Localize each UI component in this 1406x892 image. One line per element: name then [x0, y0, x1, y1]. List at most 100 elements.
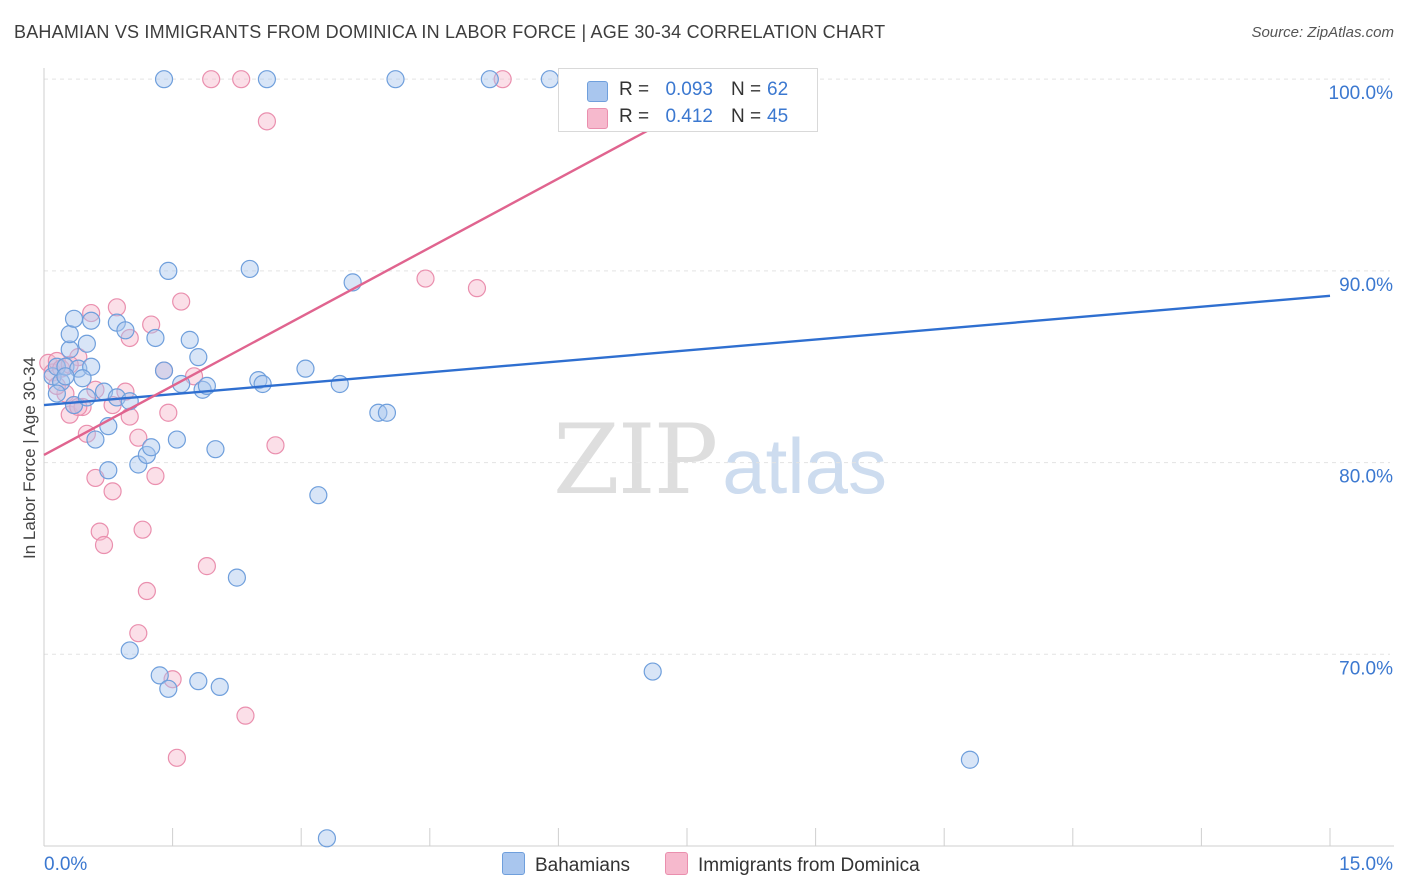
bahamian-point	[116, 321, 135, 340]
legend-item-bahamians[interactable]: Bahamians	[502, 852, 630, 877]
bahamian-point	[253, 374, 272, 394]
bahamian-point	[154, 70, 174, 89]
bahamian-point	[180, 330, 199, 349]
bahamian-point	[120, 641, 139, 660]
dominica-point	[90, 522, 109, 541]
dominica-point	[266, 436, 285, 455]
dominica-point	[416, 269, 435, 288]
bahamian-point	[189, 348, 208, 367]
dominica-trend-line	[43, 76, 748, 456]
bahamian-point	[386, 70, 405, 89]
dominica-point	[82, 303, 101, 323]
dominica-point	[202, 70, 221, 89]
bahamian-points	[43, 70, 980, 848]
bahamian-point	[56, 367, 75, 386]
dominica-point	[146, 466, 165, 486]
dominica-point	[129, 624, 148, 643]
y-tick-label: 90.0%	[1339, 275, 1393, 296]
source-label: Source: ZipAtlas.com	[1251, 24, 1394, 41]
dominica-point	[232, 70, 251, 89]
legend-n-label: N =	[731, 79, 762, 100]
bahamian-point	[296, 359, 315, 378]
dominica-point	[257, 112, 277, 131]
grid-layer	[44, 78, 1390, 655]
bahamian-point	[159, 679, 178, 698]
bahamian-point	[377, 403, 397, 422]
y-tick-label: 80.0%	[1339, 467, 1393, 488]
legend-label-bahamians: Bahamians	[535, 855, 631, 876]
bahamian-point	[82, 311, 101, 330]
dominica-point	[137, 581, 156, 601]
bahamian-point	[47, 384, 66, 403]
dominica-point	[172, 292, 191, 311]
bahamian-point	[142, 438, 161, 457]
bahamian-point	[330, 374, 349, 394]
x-tick-label-max: 15.0%	[1339, 854, 1393, 875]
legend-row-dominica: R = 0.412 N = 45	[559, 104, 817, 132]
bahamian-point	[480, 70, 499, 89]
dominica-point	[103, 482, 122, 501]
legend-swatch-dominica	[587, 108, 608, 129]
legend-n-value: 62	[767, 79, 789, 100]
bahamian-point	[60, 325, 79, 344]
bahamian-point	[317, 829, 337, 848]
legend-swatch-bahamians	[502, 852, 525, 875]
dominica-point	[236, 706, 255, 725]
legend-n-value: 45	[767, 106, 789, 127]
legend-swatch-bahamians	[587, 81, 608, 102]
dominica-point	[467, 279, 487, 298]
dominica-point	[133, 520, 152, 539]
trend-lines	[43, 76, 1331, 456]
bahamian-point	[120, 392, 139, 411]
bahamian-point	[86, 430, 105, 449]
bahamian-point	[73, 369, 92, 388]
bahamian-point	[540, 70, 559, 89]
bahamian-point	[210, 677, 229, 696]
bahamian-point	[643, 662, 662, 681]
dominica-points	[39, 70, 512, 767]
legend-r-value: 0.093	[665, 79, 713, 100]
dominica-point	[120, 407, 139, 426]
correlation-legend: R = 0.093 N = 62 R = 0.412 N = 45	[558, 68, 818, 132]
dominica-point	[142, 315, 161, 334]
legend-label-dominica: Immigrants from Dominica	[698, 855, 920, 876]
dominica-point	[94, 535, 114, 555]
bahamian-point	[64, 309, 84, 328]
bahamian-point	[309, 486, 328, 505]
legend-r-label: R =	[619, 79, 650, 100]
x-tick-label-min: 0.0%	[44, 854, 87, 875]
bahamian-point	[159, 261, 178, 280]
bahamian-point	[99, 461, 118, 480]
y-tick-label: 70.0%	[1339, 658, 1393, 679]
legend-swatch-dominica	[665, 852, 688, 875]
dominica-point	[197, 557, 216, 576]
legend-r-label: R =	[619, 106, 650, 127]
legend-r-value: 0.412	[665, 106, 713, 127]
dominica-point	[107, 298, 126, 317]
bahamian-point	[206, 440, 225, 459]
bahamian-trend-line	[43, 294, 1331, 407]
tick-labels: 70.0% 80.0% 90.0% 100.0% 0.0% 15.0%	[44, 83, 1393, 875]
bahamian-point	[150, 666, 169, 685]
dominica-point	[159, 403, 178, 422]
axis-layer	[43, 68, 1394, 847]
bahamian-point	[146, 328, 165, 348]
bahamian-point	[60, 340, 79, 359]
legend-row-bahamians: R = 0.093 N = 62	[559, 77, 817, 105]
dominica-point	[167, 748, 186, 767]
bahamian-point	[154, 361, 174, 380]
bahamian-point	[257, 70, 277, 89]
legend-n-label: N =	[731, 106, 762, 127]
bahamian-point	[240, 259, 259, 279]
dominica-point	[129, 428, 148, 447]
bahamian-point	[77, 388, 96, 407]
chart-title: BAHAMIAN VS IMMIGRANTS FROM DOMINICA IN …	[14, 22, 886, 42]
bahamian-point	[960, 750, 980, 769]
y-tick-label: 100.0%	[1329, 83, 1394, 104]
bahamian-point	[167, 430, 186, 449]
dominica-point	[493, 70, 512, 89]
bahamian-point	[227, 568, 246, 587]
bahamian-point	[77, 334, 96, 353]
legend-item-dominica[interactable]: Immigrants from Dominica	[665, 852, 920, 877]
